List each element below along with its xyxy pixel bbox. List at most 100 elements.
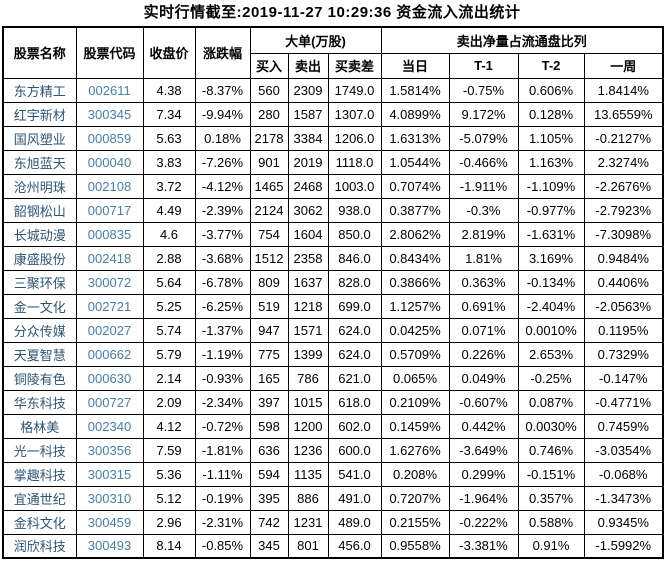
cell-stock-name[interactable]: 华东科技 [2,389,77,415]
cell-stock-name[interactable]: 光一科技 [2,437,77,463]
cell-t-minus-2-pct: -0.977% [517,197,585,223]
cell-buy: 280 [249,101,289,127]
cell-stock-code[interactable]: 000717 [75,197,144,223]
cell-stock-code[interactable]: 000835 [75,221,144,247]
cell-close-price: 2.88 [142,245,196,271]
table-row: 格林美 002340 4.12 -0.72% 598 1200 602.0 0.1459% 0.… [2,413,664,439]
cell-stock-name[interactable]: 掌趣科技 [2,461,77,487]
cell-stock-name[interactable]: 格林美 [2,413,77,439]
cell-day-pct: 0.2109% [380,389,450,415]
cell-stock-code[interactable]: 002108 [75,173,144,199]
cell-t-minus-1-pct: 0.691% [448,293,519,319]
cell-t-minus-1-pct: -1.911% [448,173,519,199]
cell-stock-code[interactable]: 002611 [75,77,144,103]
header-group-row: 股票名称 股票代码 收盘价 涨跌幅 大单(万股) 卖出净量占流通盘比列 [2,26,664,79]
cell-buy: 598 [249,413,289,439]
cell-t-minus-2-pct: -0.25% [517,365,585,391]
cell-buy-sell-diff: 1206.0 [327,125,382,151]
cell-stock-name[interactable]: 沧州明珠 [2,173,77,199]
cell-stock-code[interactable]: 300310 [75,485,144,511]
cell-stock-code[interactable]: 300315 [75,461,144,487]
cell-stock-code[interactable]: 300493 [75,533,144,559]
cell-sell: 1200 [287,413,329,439]
cell-close-price: 5.64 [142,269,196,295]
cell-sell: 1587 [287,101,329,127]
cell-buy: 775 [249,341,289,367]
cell-buy: 594 [249,461,289,487]
cell-buy: 901 [249,149,289,175]
cell-stock-code[interactable]: 300072 [75,269,144,295]
cell-week-pct: -3.0354% [583,437,664,463]
cell-sell: 801 [287,533,329,559]
cell-stock-name[interactable]: 润欣科技 [2,533,77,559]
cell-buy-sell-diff: 541.0 [327,461,382,487]
cell-stock-code[interactable]: 002721 [75,293,144,319]
cell-stock-name[interactable]: 天夏智慧 [2,341,77,367]
cell-stock-name[interactable]: 红宇新材 [2,101,77,127]
cell-t-minus-2-pct: 2.653% [517,341,585,367]
cell-close-price: 8.14 [142,533,196,559]
cell-day-pct: 1.1257% [380,293,450,319]
cell-stock-name[interactable]: 金科文化 [2,509,77,535]
cell-sell: 1218 [287,293,329,319]
cell-stock-code[interactable]: 300345 [75,101,144,127]
cell-close-price: 5.63 [142,125,196,151]
cell-buy-sell-diff: 456.0 [327,533,382,559]
table-header: 股票名称 股票代码 收盘价 涨跌幅 大单(万股) 卖出净量占流通盘比列 买入 卖… [2,26,664,79]
table-row: 康盛股份 002418 2.88 -3.68% 1512 2358 846.0 0.8434%… [2,245,664,271]
cell-week-pct: -0.068% [583,461,664,487]
cell-stock-name[interactable]: 长城动漫 [2,221,77,247]
cell-buy-sell-diff: 621.0 [327,365,382,391]
table-row: 长城动漫 000835 4.6 -3.77% 754 1604 850.0 2.8062% 2.… [2,221,664,247]
cell-stock-code[interactable]: 000662 [75,341,144,367]
cell-buy-sell-diff: 1307.0 [327,101,382,127]
cell-buy-sell-diff: 846.0 [327,245,382,271]
cell-change-pct: -6.78% [194,269,251,295]
cell-t-minus-2-pct: 0.357% [517,485,585,511]
col-header-t-minus-2: T-2 [517,52,585,79]
cell-buy: 809 [249,269,289,295]
cell-day-pct: 0.0425% [380,317,450,343]
cell-stock-name[interactable]: 三聚环保 [2,269,77,295]
cell-day-pct: 0.2155% [380,509,450,535]
cell-t-minus-2-pct: 0.91% [517,533,585,559]
cell-change-pct: -0.93% [194,365,251,391]
cell-stock-name[interactable]: 分众传媒 [2,317,77,343]
cell-stock-name[interactable]: 国风塑业 [2,125,77,151]
cell-sell: 1015 [287,389,329,415]
cell-change-pct: -1.37% [194,317,251,343]
col-header-sell: 卖出 [287,52,329,79]
cell-stock-code[interactable]: 000040 [75,149,144,175]
cell-stock-code[interactable]: 300356 [75,437,144,463]
cell-t-minus-2-pct: -2.404% [517,293,585,319]
cell-stock-name[interactable]: 铜陵有色 [2,365,77,391]
table-body: 东方精工 002611 4.38 -8.37% 560 2309 1749.0 1.5814%… [2,77,664,559]
cell-stock-name[interactable]: 东方精工 [2,77,77,103]
cell-day-pct: 4.0899% [380,101,450,127]
cell-t-minus-1-pct: -3.381% [448,533,519,559]
cell-close-price: 4.6 [142,221,196,247]
table-row: 韶钢松山 000717 4.49 -2.39% 2124 3062 938.0 0.3877%… [2,197,664,223]
cell-buy: 754 [249,221,289,247]
cell-stock-code[interactable]: 002027 [75,317,144,343]
cell-stock-name[interactable]: 东旭蓝天 [2,149,77,175]
cell-stock-code[interactable]: 000859 [75,125,144,151]
cell-stock-name[interactable]: 康盛股份 [2,245,77,271]
cell-buy: 636 [249,437,289,463]
cell-t-minus-1-pct: 2.819% [448,221,519,247]
cell-stock-code[interactable]: 002340 [75,413,144,439]
cell-day-pct: 0.208% [380,461,450,487]
cell-stock-name[interactable]: 金一文化 [2,293,77,319]
cell-stock-code[interactable]: 300459 [75,509,144,535]
cell-sell: 1231 [287,509,329,535]
cell-change-pct: -3.68% [194,245,251,271]
cell-stock-code[interactable]: 000630 [75,365,144,391]
cell-close-price: 5.36 [142,461,196,487]
cell-stock-name[interactable]: 韶钢松山 [2,197,77,223]
cell-change-pct: -0.85% [194,533,251,559]
cell-sell: 1399 [287,341,329,367]
cell-stock-code[interactable]: 002418 [75,245,144,271]
cell-stock-code[interactable]: 000727 [75,389,144,415]
cell-day-pct: 0.7207% [380,485,450,511]
cell-stock-name[interactable]: 宜通世纪 [2,485,77,511]
